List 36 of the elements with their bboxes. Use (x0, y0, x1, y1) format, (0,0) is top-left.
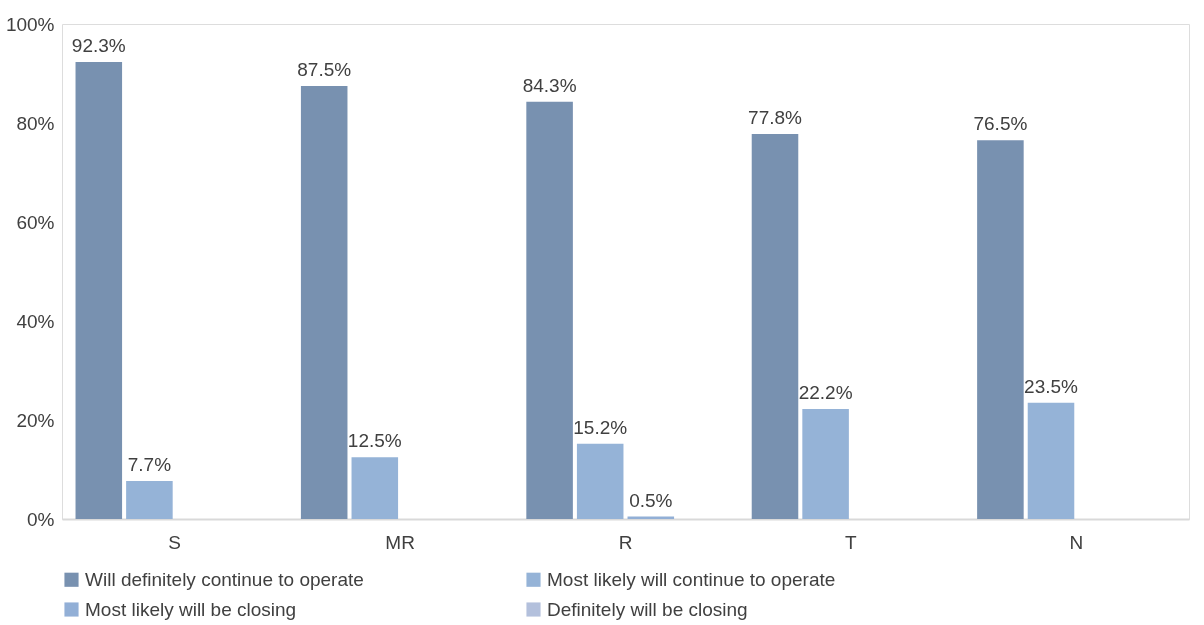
bar (75, 62, 123, 519)
bar (751, 133, 799, 519)
data-label: 92.3% (71, 35, 126, 57)
x-tick-label: N (1069, 531, 1084, 553)
x-tick-label: MR (385, 531, 415, 553)
data-label: 77.8% (748, 106, 803, 128)
bar (1027, 402, 1075, 519)
data-label: 7.7% (127, 453, 172, 475)
data-label: 15.2% (573, 416, 628, 438)
legend-label: Most likely will be closing (85, 598, 297, 620)
data-label: 12.5% (347, 430, 402, 452)
data-label: 76.5% (973, 113, 1028, 135)
bar (802, 409, 849, 519)
bar (576, 443, 624, 519)
legend-label: Definitely will be closing (547, 598, 748, 620)
bar (977, 140, 1024, 519)
bar (526, 101, 573, 519)
y-tick-label: 0% (27, 508, 55, 530)
y-tick-label: 60% (16, 211, 55, 233)
x-tick-label: T (845, 531, 858, 553)
y-tick-label: 20% (16, 409, 55, 431)
bar (126, 480, 173, 519)
data-label: 23.5% (1024, 375, 1079, 397)
x-tick-label: S (168, 531, 182, 553)
data-label: 87.5% (297, 58, 352, 80)
legend-label: Will definitely continue to operate (85, 568, 364, 590)
y-tick-label: 40% (16, 310, 55, 332)
bar (351, 457, 399, 519)
x-tick-label: R (618, 531, 633, 553)
y-tick-label: 80% (16, 112, 55, 134)
bar (300, 85, 348, 519)
legend-label: Most likely will continue to operate (547, 568, 836, 590)
y-tick-label: 100% (5, 13, 55, 35)
data-label: 22.2% (798, 382, 853, 404)
data-label: 84.3% (522, 74, 577, 96)
data-label: 0.5% (629, 489, 673, 511)
